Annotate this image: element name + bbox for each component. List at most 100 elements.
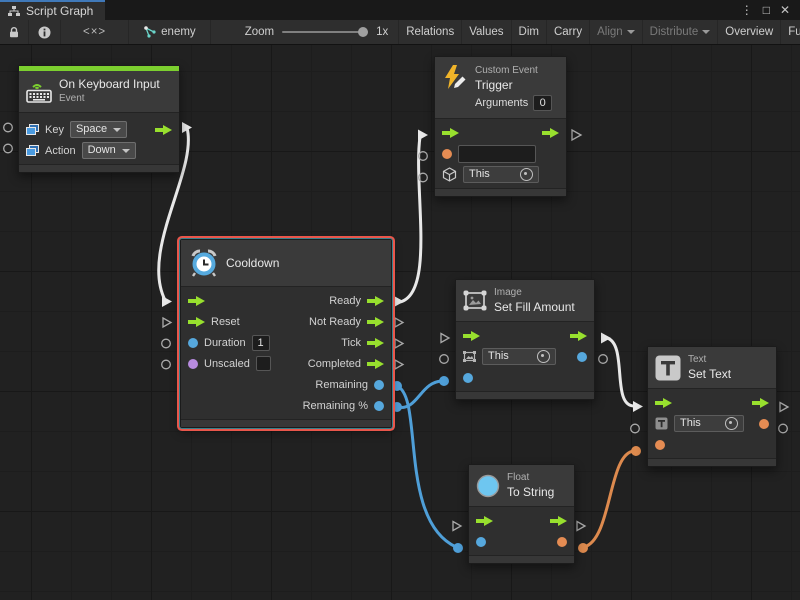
port-setfill-flow-out[interactable] — [601, 332, 611, 344]
port-setfill-target-in[interactable] — [439, 354, 449, 364]
trigger-flow-out-arrow[interactable] — [542, 127, 559, 138]
tostring-value-in-port[interactable] — [476, 536, 486, 547]
ready-out-arrow[interactable] — [367, 295, 384, 306]
tostring-value-out-port[interactable] — [557, 536, 567, 547]
event-name-input[interactable] — [458, 144, 536, 163]
settext-target-out-port[interactable] — [759, 418, 769, 429]
port-setfill-target-out[interactable] — [598, 354, 608, 364]
tostring-flow-out-arrow[interactable] — [550, 515, 567, 526]
event-name-port[interactable] — [442, 148, 452, 159]
duration-port[interactable] — [188, 337, 198, 348]
settext-flow-in-arrow[interactable] — [655, 397, 672, 408]
zoom-slider[interactable] — [282, 27, 369, 37]
zoom-slider-handle[interactable] — [358, 27, 369, 37]
setfill-target-dropdown[interactable]: This — [482, 348, 556, 365]
toolbar-button-values[interactable]: Values — [462, 20, 512, 44]
key-dropdown[interactable]: Space — [69, 121, 128, 138]
settext-value-port[interactable] — [655, 439, 665, 450]
maximize-icon[interactable]: □ — [762, 3, 770, 17]
tab-script-graph[interactable]: Script Graph — [0, 0, 106, 20]
inspect-button[interactable] — [29, 20, 61, 44]
port-trigger-target-in[interactable] — [418, 172, 428, 183]
port-cooldown-completed-out[interactable] — [394, 358, 405, 371]
arguments-input[interactable] — [533, 95, 553, 111]
port-trigger-flow-out[interactable] — [571, 128, 583, 142]
fill-amount-port[interactable] — [463, 372, 473, 383]
port-keyboard-action-in[interactable] — [3, 143, 13, 154]
wire-cooldown-ready-to-trigger[interactable] — [398, 135, 423, 304]
close-icon[interactable]: ✕ — [779, 3, 790, 17]
port-settext-flow-out[interactable] — [779, 401, 790, 413]
toolbar-button-distribute[interactable]: Distribute — [643, 20, 719, 44]
node-set-text[interactable]: Text Set Text This — [647, 346, 777, 467]
port-settext-target-in[interactable] — [630, 423, 640, 434]
toolbar-button-fullscreen[interactable]: Full Screen — [781, 20, 800, 44]
port-settext-flow-in[interactable] — [633, 401, 643, 412]
endpoint-tostring-in[interactable] — [453, 543, 463, 553]
toolbar-button-carry[interactable]: Carry — [547, 20, 591, 44]
setfill-flow-in-arrow[interactable] — [463, 330, 480, 341]
endpoint-settext-value-in[interactable] — [631, 446, 641, 456]
remaining-pct-out-port[interactable] — [374, 400, 384, 411]
node-on-keyboard-input[interactable]: On Keyboard Input Event Key Space — [18, 65, 180, 173]
toolbar-button-overview[interactable]: Overview — [718, 20, 782, 44]
completed-out-arrow[interactable] — [367, 358, 384, 369]
port-cooldown-duration-in[interactable] — [161, 338, 171, 349]
reset-in-arrow[interactable] — [188, 316, 205, 327]
port-cooldown-tick-out[interactable] — [394, 337, 405, 350]
port-setfill-flow-in[interactable] — [440, 332, 451, 344]
action-dropdown[interactable]: Down — [81, 142, 136, 159]
endpoint-remaining-out[interactable] — [392, 381, 402, 391]
lock-button[interactable] — [0, 20, 29, 44]
port-cooldown-reset-in[interactable] — [162, 316, 173, 329]
unscaled-checkbox[interactable] — [255, 356, 271, 371]
wire-remaining-pct-to-setfill[interactable] — [395, 379, 445, 409]
setfill-flow-out-arrow[interactable] — [570, 330, 587, 341]
tostring-flow-in-arrow[interactable] — [476, 515, 493, 526]
node-set-fill-amount[interactable]: Image Set Fill Amount — [455, 279, 595, 400]
endpoint-remaining-pct-out[interactable] — [392, 402, 402, 412]
graph-canvas[interactable]: On Keyboard Input Event Key Space — [0, 45, 800, 600]
not-ready-out-arrow[interactable] — [367, 316, 384, 327]
toolbar-button-align[interactable]: Align — [590, 20, 643, 44]
wire-tostring-to-settext[interactable] — [582, 449, 636, 549]
port-trigger-name-in[interactable] — [418, 151, 428, 161]
endpoint-setfill-amount-in[interactable] — [439, 376, 449, 386]
settext-target-dropdown[interactable]: This — [674, 415, 744, 432]
port-tostring-flow-in[interactable] — [452, 520, 463, 532]
setfill-target-out-port[interactable] — [577, 351, 587, 362]
node-footer — [19, 164, 179, 172]
wire-setfill-to-settext[interactable] — [605, 336, 636, 408]
port-keyboard-flow-out[interactable] — [182, 122, 192, 133]
toolbar-button-dim[interactable]: Dim — [512, 20, 547, 44]
endpoint-tostring-out[interactable] — [578, 543, 588, 553]
remaining-out-port[interactable] — [374, 379, 384, 390]
port-trigger-flow-in[interactable] — [418, 129, 428, 141]
port-cooldown-unscaled-in[interactable] — [161, 359, 171, 370]
tick-out-arrow[interactable] — [367, 337, 384, 348]
edit-source-button[interactable]: <×> — [61, 20, 130, 44]
trigger-target-dropdown[interactable]: This — [463, 166, 539, 183]
target-icon — [520, 168, 533, 181]
port-settext-target-out[interactable] — [778, 423, 788, 434]
graph-breadcrumb[interactable]: enemy — [129, 20, 211, 44]
node-cooldown[interactable]: Cooldown Ready Reset Not Ready Duration … — [180, 239, 392, 428]
port-cooldown-ready-out[interactable] — [394, 296, 404, 307]
duration-input[interactable] — [251, 334, 270, 351]
port-keyboard-key-in[interactable] — [3, 122, 13, 133]
toolbar-button-relations[interactable]: Relations — [399, 20, 463, 44]
trigger-flow-in-arrow[interactable] — [442, 127, 459, 138]
settext-flow-out-arrow[interactable] — [752, 397, 769, 408]
wire-remaining-to-tostring[interactable] — [395, 384, 458, 549]
wire-keyboard-to-cooldown[interactable] — [157, 126, 190, 302]
window-menu-icon[interactable]: ⋮ — [740, 3, 753, 17]
port-cooldown-flow-in[interactable] — [162, 296, 172, 307]
code-icon: <×> — [83, 26, 107, 38]
node-to-string[interactable]: Float To String — [468, 464, 575, 564]
cooldown-flow-in-arrow[interactable] — [188, 295, 205, 306]
unscaled-port[interactable] — [188, 358, 198, 369]
port-tostring-flow-out[interactable] — [576, 520, 587, 532]
port-cooldown-notready-out[interactable] — [394, 316, 405, 329]
keyboard-flow-out-arrow[interactable] — [155, 124, 172, 135]
node-trigger-custom-event[interactable]: Custom Event Trigger Arguments — [434, 56, 567, 197]
